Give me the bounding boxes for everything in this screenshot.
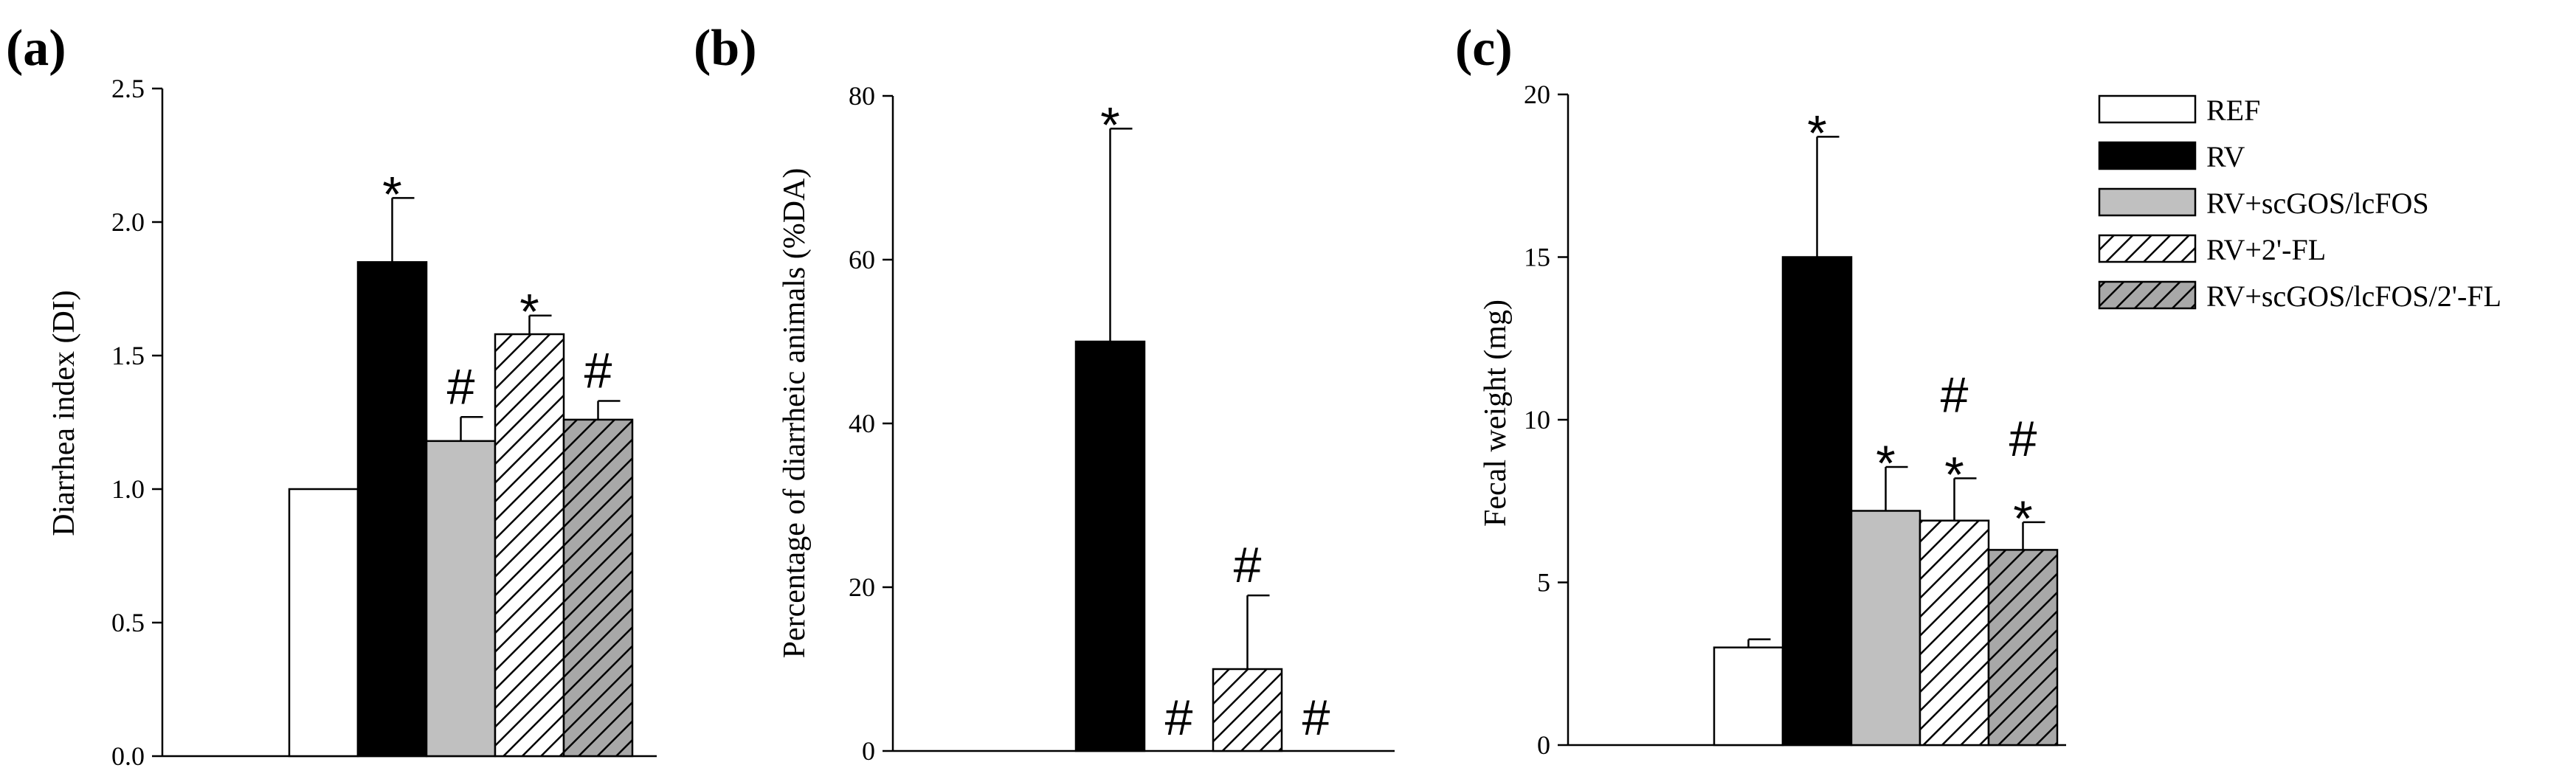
panel-a-annotations: * # * # <box>382 166 612 415</box>
panel-a-label: (a) <box>6 20 66 77</box>
legend-swatch-2fl <box>2098 234 2197 263</box>
panel-c-annotation-scgos: * <box>1876 435 1895 491</box>
panel-a-annotation-2fl: * <box>519 284 539 340</box>
panel-a-tick-label: 0.0 <box>111 741 145 771</box>
panel-c-tick-label: 5 <box>1537 568 1550 598</box>
panel-b-annotation-combo: # <box>1302 690 1330 746</box>
panel-a-tick-label: 1.5 <box>111 341 145 370</box>
legend-label-scgos: RV+scGOS/lcFOS <box>2206 187 2429 220</box>
legend-item-2fl: RV+2'-FL <box>2098 233 2326 266</box>
panel-b-tick-label: 20 <box>849 572 875 602</box>
panel-b-annotation-2fl: # <box>1234 537 1262 593</box>
panel-c-annotation-combo: * <box>2013 491 2032 547</box>
panel-c: (c) Fecal weight (mg) 0 5 10 15 20 * * * # * # <box>1455 20 2066 760</box>
panel-a-ylabel: Diarrhea index (DI) <box>47 290 81 536</box>
legend-label-ref: REF <box>2206 94 2260 127</box>
panel-b-ticks: 0 20 40 60 80 <box>849 81 893 766</box>
panel-a-tick-label: 1.0 <box>111 474 145 504</box>
panel-a-bar-rv <box>356 261 428 758</box>
panel-a-annotation-combo: # <box>584 343 612 399</box>
panel-c-annotation-2fl: # <box>1941 367 1969 423</box>
panel-a-annotation-rv: * <box>382 166 401 222</box>
legend-swatch-rv <box>2098 141 2197 170</box>
panel-a-annotation-scgos: # <box>447 359 475 415</box>
legend-swatch-ref <box>2098 94 2197 124</box>
panel-b-bar-2fl <box>1212 668 1283 752</box>
panel-b-error-bars <box>1109 128 1270 669</box>
panel-a-tick-label: 2.5 <box>111 74 145 103</box>
legend-label-combo: RV+scGOS/lcFOS/2'-FL <box>2206 280 2501 313</box>
panel-c-ticks: 0 5 10 15 20 <box>1524 80 1568 760</box>
panel-c-tick-label: 15 <box>1524 243 1550 272</box>
legend-label-2fl: RV+2'-FL <box>2206 233 2326 266</box>
panel-b-ylabel: Percentage of diarrheic animals (%DA) <box>778 168 812 659</box>
panel-a-error-bars <box>391 197 621 441</box>
panel-c-bar-rv <box>1781 256 1853 747</box>
panel-c-tick-label: 10 <box>1524 405 1550 434</box>
panel-a-bar-2fl <box>494 333 565 758</box>
panel-b-annotation-rv: * <box>1100 97 1119 153</box>
panel-b-annotations: * # # # <box>1100 97 1330 746</box>
legend-item-scgos: RV+scGOS/lcFOS <box>2098 187 2429 220</box>
panel-c-annotations: * * * # * # <box>1807 105 2037 547</box>
panel-c-ylabel: Fecal weight (mg) <box>1479 300 1513 527</box>
panel-c-tick-label: 20 <box>1524 80 1550 109</box>
panel-c-error-bars <box>1747 136 2045 648</box>
legend-item-ref: REF <box>2098 94 2260 127</box>
panel-c-annotation-combo: # <box>2009 411 2037 467</box>
legend-swatch-combo <box>2098 280 2197 310</box>
legend-item-combo: RV+scGOS/lcFOS/2'-FL <box>2098 280 2501 313</box>
panel-c-bar-scgos <box>1850 510 1921 747</box>
legend-label-rv: RV <box>2206 140 2245 173</box>
legend-item-rv: RV <box>2098 140 2245 173</box>
panel-c-annotation-2fl: * <box>1944 446 1964 502</box>
panel-b: (b) Percentage of diarrheic animals (%DA… <box>694 20 1395 766</box>
panel-a-bars <box>288 261 634 758</box>
panel-b-tick-label: 80 <box>849 81 875 111</box>
panel-c-bar-ref <box>1713 646 1784 747</box>
panel-a-bar-combo <box>562 418 634 758</box>
legend: REF RV RV+scGOS/lcFOS RV+2'-FL RV+scGOS/… <box>2098 94 2501 313</box>
panel-a-tick-label: 0.5 <box>111 608 145 637</box>
panel-b-tick-label: 0 <box>862 736 875 766</box>
panel-b-label: (b) <box>694 20 757 77</box>
panel-a-bar-ref <box>288 488 359 758</box>
legend-swatch-scgos <box>2098 187 2197 217</box>
panel-b-annotation-scgos: # <box>1165 690 1193 746</box>
panel-b-tick-label: 60 <box>849 245 875 274</box>
panel-a-bar-scgos <box>425 440 497 758</box>
panel-c-bar-combo <box>1987 549 2059 747</box>
panel-a: (a) Diarrhea index (DI) 0.0 0.5 1.0 1.5 2.0 2… <box>6 20 657 771</box>
panel-c-bar-2fl <box>1919 519 1990 747</box>
panel-b-tick-label: 40 <box>849 409 875 438</box>
panel-a-ticks: 0.0 0.5 1.0 1.5 2.0 2.5 <box>111 74 162 771</box>
panel-c-annotation-rv: * <box>1807 105 1826 161</box>
panel-a-tick-label: 2.0 <box>111 207 145 237</box>
panel-c-label: (c) <box>1455 20 1513 77</box>
panel-c-tick-label: 0 <box>1537 730 1550 760</box>
panel-b-bar-rv <box>1074 340 1146 752</box>
